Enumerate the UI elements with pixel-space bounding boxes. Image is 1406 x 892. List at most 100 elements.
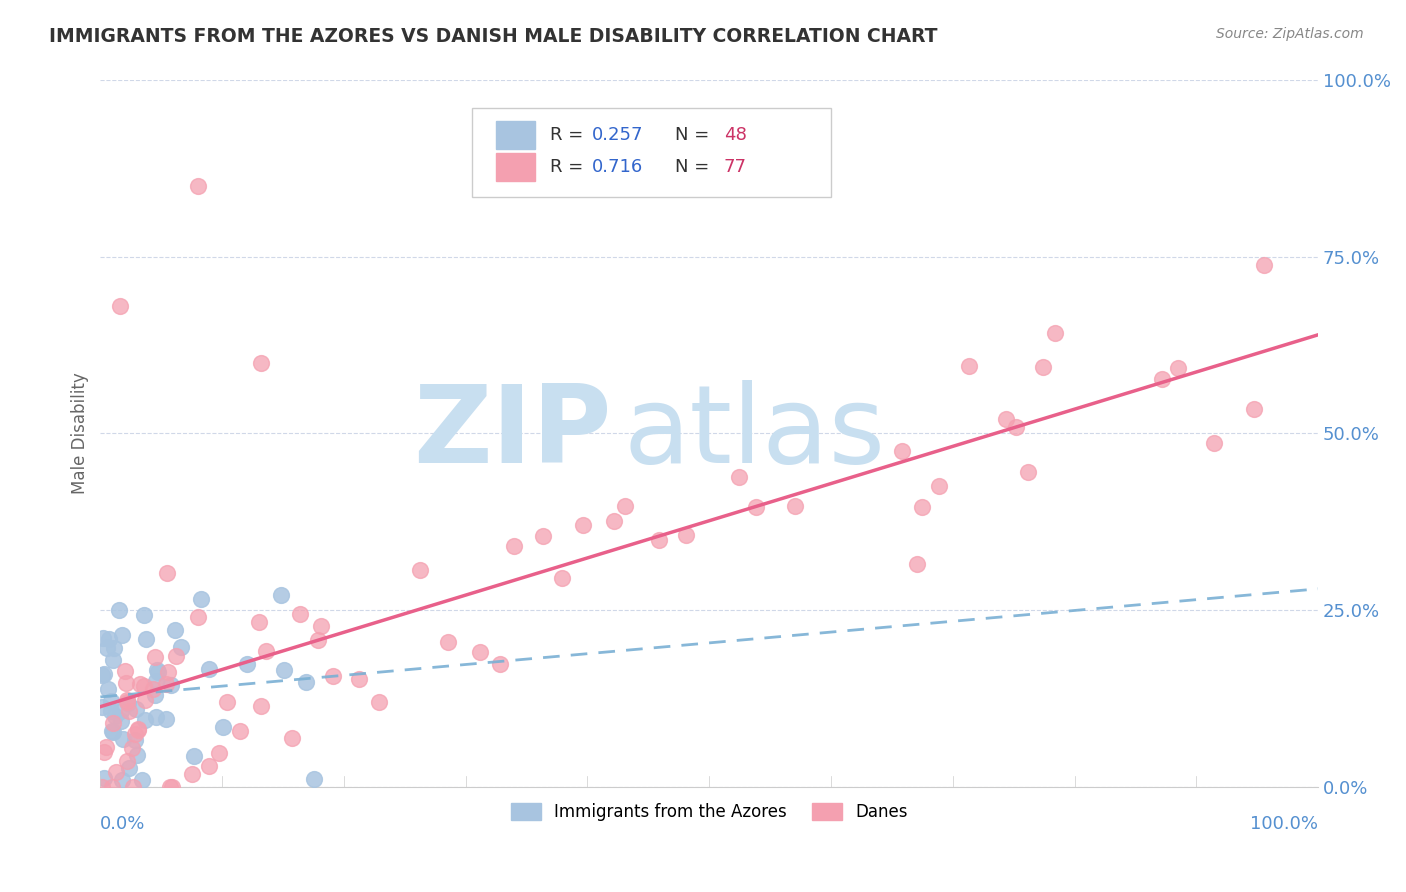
Text: 0.716: 0.716 xyxy=(592,158,644,176)
Text: R =: R = xyxy=(550,158,589,176)
Point xyxy=(127,722,149,736)
Point xyxy=(93,772,115,786)
Point xyxy=(309,618,332,632)
Point xyxy=(165,649,187,664)
Y-axis label: Male Disability: Male Disability xyxy=(72,373,89,494)
Point xyxy=(468,645,491,659)
Point xyxy=(187,179,209,194)
Point xyxy=(104,708,127,723)
Point xyxy=(100,723,122,738)
Point xyxy=(110,714,132,728)
Point xyxy=(111,772,134,787)
Point xyxy=(114,676,136,690)
Point xyxy=(551,571,574,585)
Point xyxy=(217,694,239,708)
Point xyxy=(104,764,127,779)
Point xyxy=(1017,465,1039,479)
Point xyxy=(143,650,166,665)
Point xyxy=(165,623,187,637)
Point xyxy=(115,695,138,709)
Point xyxy=(110,704,132,718)
Point xyxy=(247,615,270,629)
Point xyxy=(613,499,636,513)
Point xyxy=(101,716,124,731)
Point xyxy=(250,356,273,370)
Text: R =: R = xyxy=(550,126,589,145)
Point xyxy=(675,528,697,542)
Point xyxy=(531,528,554,542)
Point xyxy=(93,745,115,759)
Point xyxy=(143,688,166,702)
Point xyxy=(728,469,751,483)
Point xyxy=(957,359,980,374)
Point xyxy=(1202,436,1225,450)
Point xyxy=(134,679,156,693)
Point xyxy=(648,533,671,547)
Text: N =: N = xyxy=(675,126,716,145)
Point xyxy=(181,766,204,780)
Point xyxy=(437,635,460,649)
Point xyxy=(169,640,191,655)
Point xyxy=(94,740,117,755)
Point xyxy=(117,697,139,711)
Point xyxy=(302,772,325,786)
Point xyxy=(159,780,181,794)
Point xyxy=(1152,371,1174,385)
Point xyxy=(347,672,370,686)
Point xyxy=(117,704,139,718)
Point xyxy=(142,682,165,697)
Point xyxy=(146,663,169,677)
Point xyxy=(91,700,114,714)
Point xyxy=(100,780,122,794)
FancyBboxPatch shape xyxy=(472,108,831,196)
Bar xyxy=(496,121,536,149)
Point xyxy=(93,667,115,681)
Point xyxy=(905,557,928,571)
Point xyxy=(603,514,626,528)
Point xyxy=(103,641,125,656)
Point xyxy=(112,732,135,747)
Point xyxy=(117,755,139,769)
Point xyxy=(122,780,145,794)
Point xyxy=(294,674,316,689)
Point xyxy=(891,444,914,458)
Point xyxy=(124,727,146,741)
Point xyxy=(1043,326,1066,340)
Point xyxy=(198,662,221,676)
Point xyxy=(190,592,212,607)
Text: 100.0%: 100.0% xyxy=(1250,815,1319,833)
Point xyxy=(235,657,257,671)
Point xyxy=(307,632,329,647)
Point xyxy=(146,665,169,679)
Point xyxy=(409,563,432,577)
Text: 0.0%: 0.0% xyxy=(100,815,146,833)
Point xyxy=(254,644,277,658)
Bar xyxy=(496,153,536,181)
Point xyxy=(111,628,134,642)
Point xyxy=(127,747,149,762)
Point xyxy=(101,725,124,739)
Point xyxy=(745,500,768,514)
Point xyxy=(121,741,143,756)
Point xyxy=(270,588,292,602)
Point xyxy=(145,674,167,689)
Point xyxy=(156,566,179,581)
Text: Source: ZipAtlas.com: Source: ZipAtlas.com xyxy=(1216,27,1364,41)
Point xyxy=(90,780,112,794)
Legend: Immigrants from the Azores, Danes: Immigrants from the Azores, Danes xyxy=(505,797,914,828)
Point xyxy=(785,499,807,513)
Point xyxy=(115,693,138,707)
Point xyxy=(134,608,156,623)
Point xyxy=(183,748,205,763)
Point xyxy=(110,299,132,313)
Point xyxy=(322,669,344,683)
Point xyxy=(489,657,512,672)
Text: atlas: atlas xyxy=(624,381,886,486)
Point xyxy=(1167,361,1189,376)
Point xyxy=(129,677,152,691)
Point xyxy=(502,540,524,554)
Point xyxy=(187,610,209,624)
Point xyxy=(229,724,252,739)
Point xyxy=(928,478,950,492)
Point xyxy=(157,665,180,680)
